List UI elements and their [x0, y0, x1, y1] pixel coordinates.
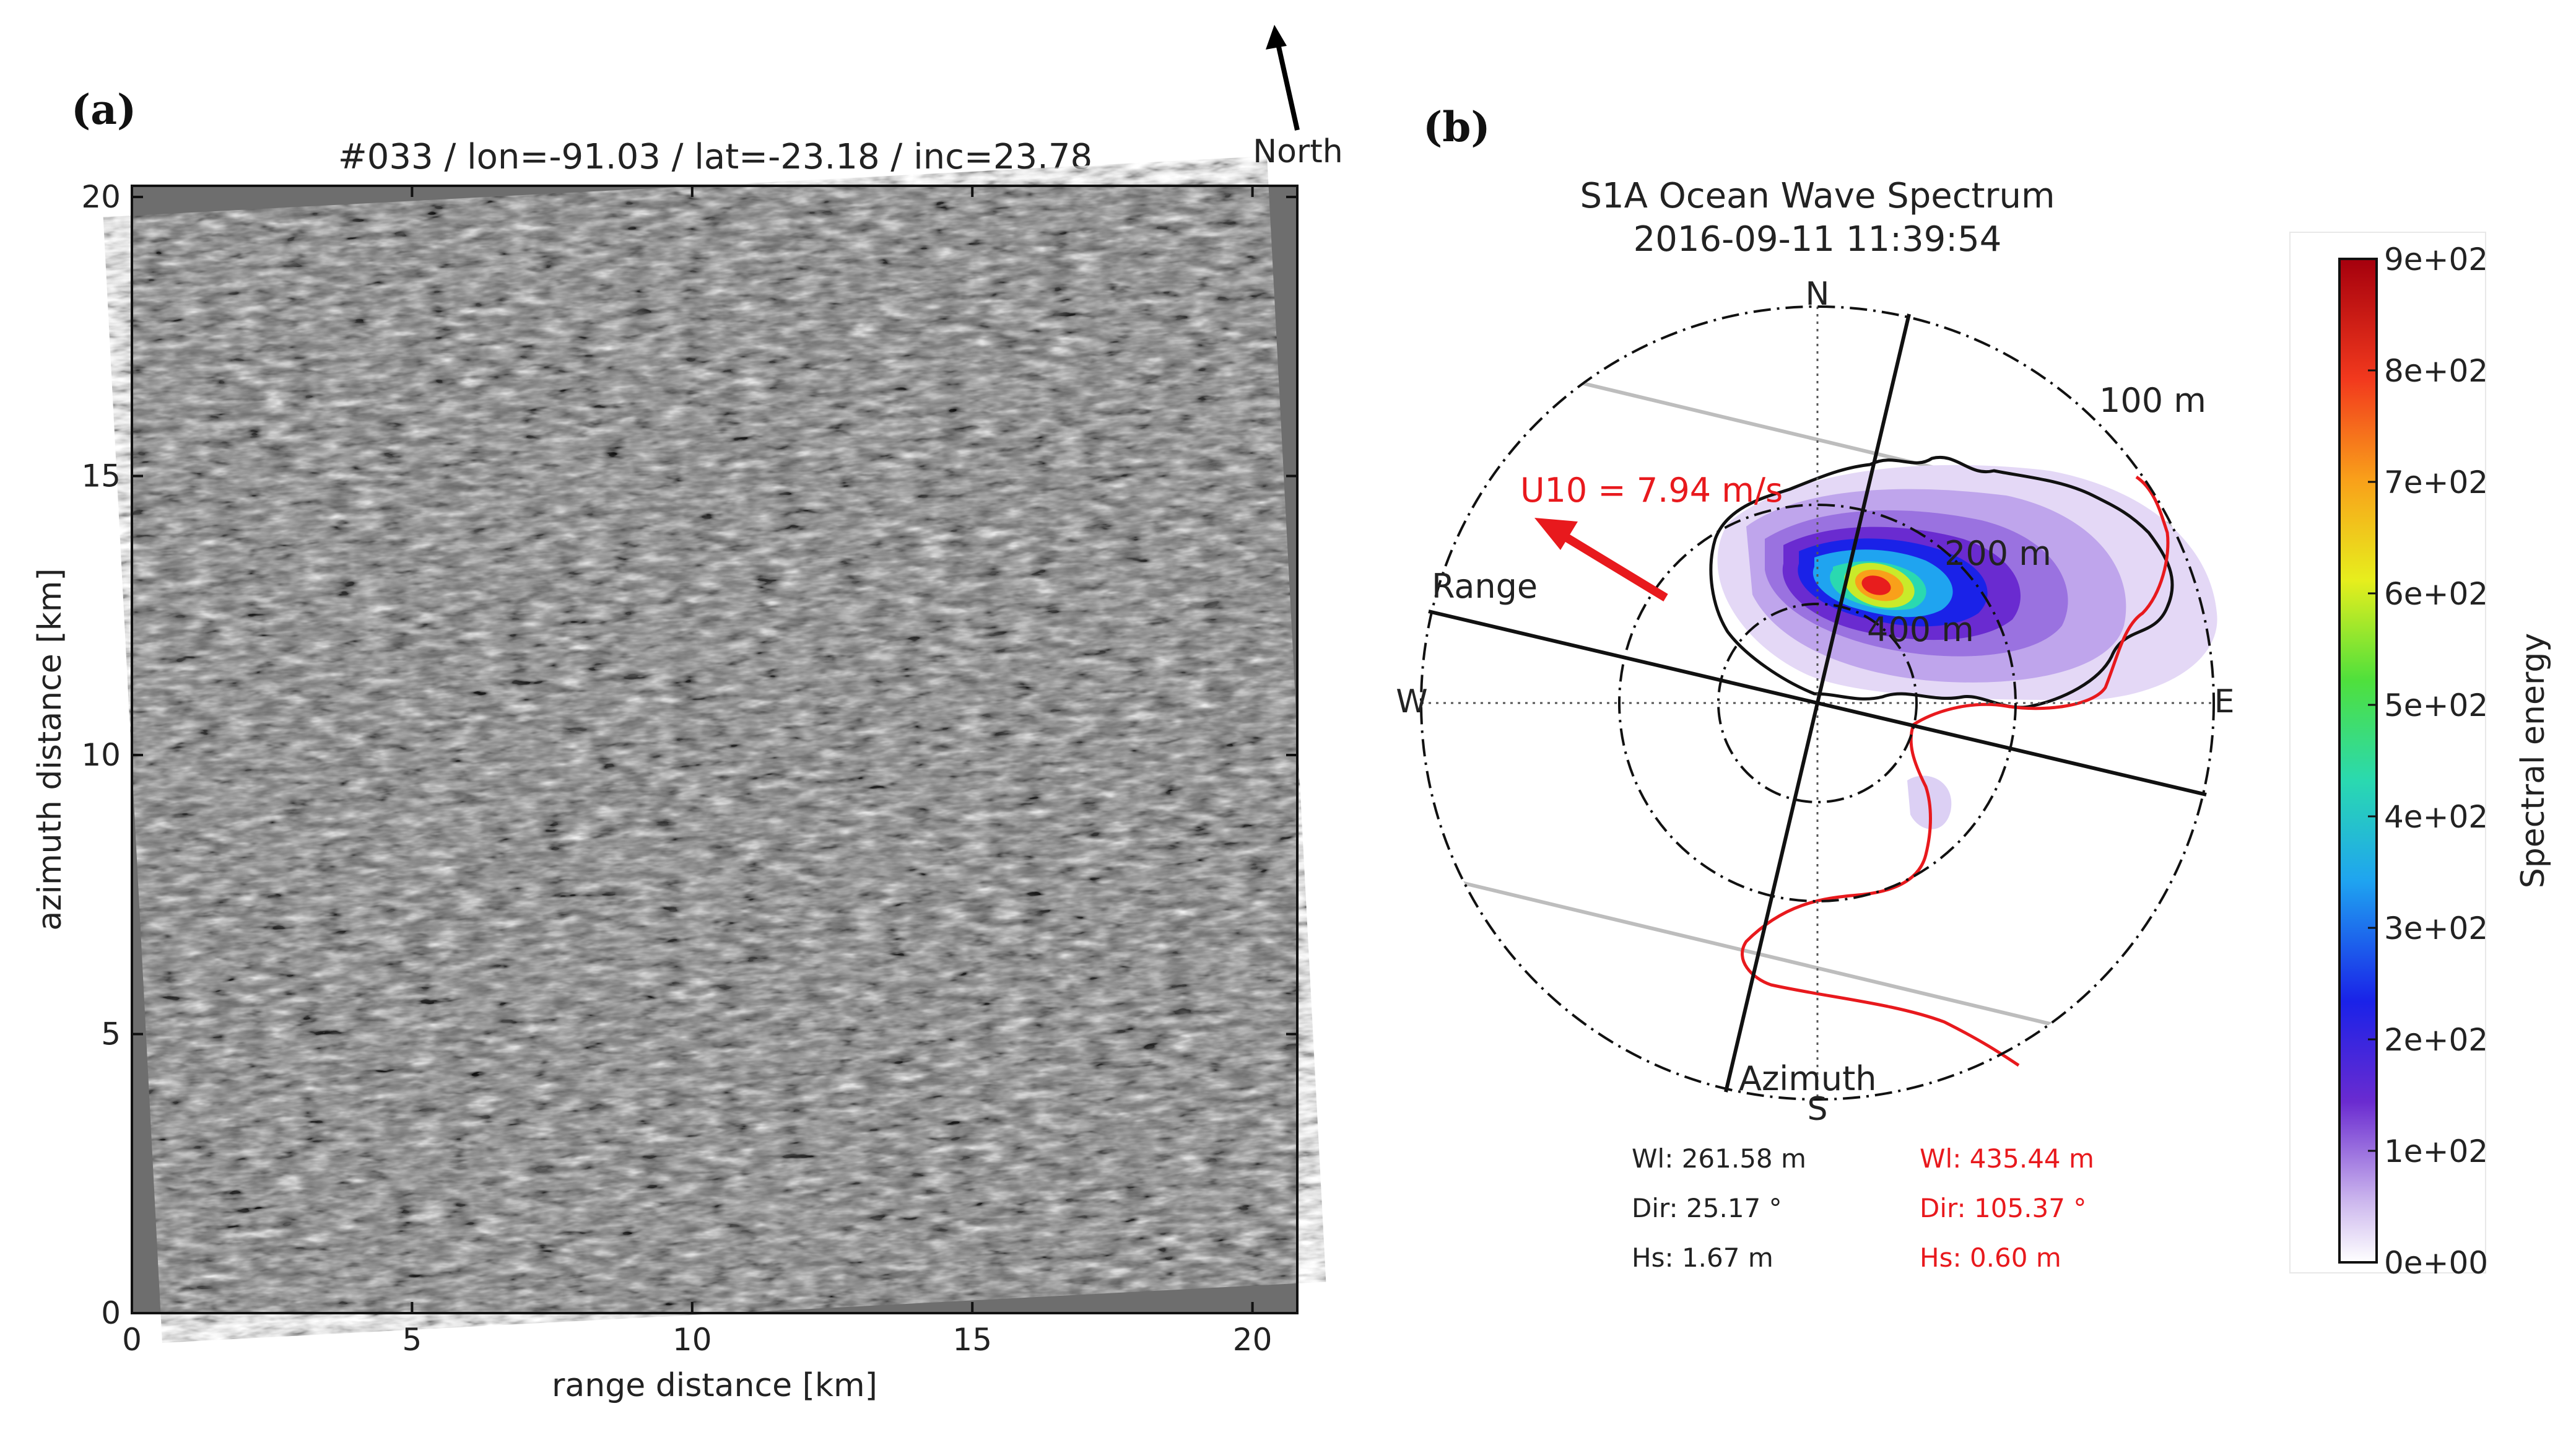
colorbar-tick-label: 0e+00: [2384, 1245, 2488, 1281]
stat-red-wl: Wl: 435.44 m: [1920, 1143, 2094, 1174]
azimuth-label: Azimuth: [1739, 1059, 1877, 1098]
north-arrow: [1266, 25, 1300, 131]
y-tick-label: 10: [81, 737, 121, 773]
colorbar-tick-label: 9e+02: [2384, 242, 2488, 277]
ring-label-100m: 100 m: [2099, 381, 2206, 420]
ring-100m: [1420, 305, 2215, 1101]
ring-label-400m: 400 m: [1867, 610, 1974, 649]
x-tick-label: 20: [1233, 1322, 1273, 1358]
colorbar-label: Spectral energy: [2515, 633, 2552, 888]
contour-red-outline: [1741, 475, 2170, 1067]
x-tick-label: 10: [672, 1322, 712, 1358]
stat-black-hs: Hs: 1.67 m: [1632, 1243, 1773, 1273]
colorbar-ticks: 0e+00 1e+02 2e+02 3e+02 4e+02 5e+02 6e+02 7e+02…: [2368, 242, 2488, 1281]
colorbar-tick-label: 4e+02: [2384, 799, 2488, 835]
wind-label: U10 = 7.94 m/s: [1520, 471, 1783, 510]
sar-image: [103, 155, 1326, 1343]
ring-400m: [1717, 603, 1918, 803]
y-tick-label: 0: [101, 1295, 121, 1331]
stat-black-dir: Dir: 25.17 °: [1632, 1193, 1782, 1223]
compass-s: S: [1807, 1091, 1827, 1128]
y-tick-label: 15: [81, 458, 121, 494]
colorbar-tick-label: 6e+02: [2384, 576, 2488, 612]
colorbar-tick-label: 7e+02: [2384, 465, 2488, 500]
compass-n: N: [1806, 276, 1830, 313]
y-tick-label: 5: [101, 1016, 121, 1052]
polar-plot: [1420, 305, 2217, 1101]
stat-red-hs: Hs: 0.60 m: [1920, 1243, 2061, 1273]
sar-title: #033 / lon=-91.03 / lat=-23.18 / inc=23.…: [338, 137, 1092, 177]
x-tick-label: 5: [402, 1322, 422, 1358]
spectrum-subtitle: 2016-09-11 11:39:54: [1634, 219, 2002, 260]
colorbar-tick-label: 3e+02: [2384, 911, 2488, 946]
sar-axes-frame: [131, 185, 1299, 1314]
colorbar-tick-label: 8e+02: [2384, 353, 2488, 389]
sar-ylabel: azimuth distance [km]: [32, 568, 69, 930]
range-label: Range: [1432, 567, 1538, 606]
contour-black-outline: [1709, 455, 2174, 709]
colorbar: 0e+00 1e+02 2e+02 3e+02 4e+02 5e+02 6e+02 7e+02…: [2289, 232, 2552, 1281]
colorbar-tick-label: 5e+02: [2384, 688, 2488, 723]
colorbar-tick-label: 2e+02: [2384, 1022, 2488, 1058]
colorbar-ramp: [2338, 258, 2378, 1264]
panel-a-label: (a): [71, 85, 136, 134]
contour-peak: [1861, 575, 1891, 595]
y-tick-label: 20: [81, 179, 121, 215]
ring-label-200m: 200 m: [1944, 534, 2052, 573]
compass-w: W: [1396, 683, 1427, 720]
panel-b-label: (b): [1423, 103, 1490, 151]
stats-box: Wl: 261.58 m Dir: 25.17 ° Hs: 1.67 m Wl:…: [1401, 1126, 2144, 1301]
north-label: North: [1253, 133, 1342, 170]
spectrum-contours: [1717, 465, 2217, 829]
panel-b: (b) S1A Ocean Wave Spectrum 2016-09-11 1…: [1396, 103, 2552, 1301]
sar-xlabel: range distance [km]: [552, 1367, 877, 1404]
ring-200m: [1618, 504, 2017, 902]
stat-black-wl: Wl: 261.58 m: [1632, 1143, 1806, 1174]
compass-e: E: [2214, 683, 2235, 720]
wind-arrow: [1534, 518, 1668, 601]
panel-a: (a) #033 / lon=-91.03 / lat=-23.18 / inc…: [32, 25, 1343, 1404]
x-tick-label: 0: [122, 1322, 142, 1358]
stat-red-dir: Dir: 105.37 °: [1920, 1193, 2086, 1223]
azimuth-axis: [1724, 313, 1911, 1093]
x-tick-label: 15: [952, 1322, 992, 1358]
spectrum-title: S1A Ocean Wave Spectrum: [1580, 176, 2055, 216]
sar-ticks: 0 5 10 15 20 0 5 10 15 20: [81, 179, 1297, 1358]
colorbar-tick-label: 1e+02: [2384, 1133, 2488, 1169]
